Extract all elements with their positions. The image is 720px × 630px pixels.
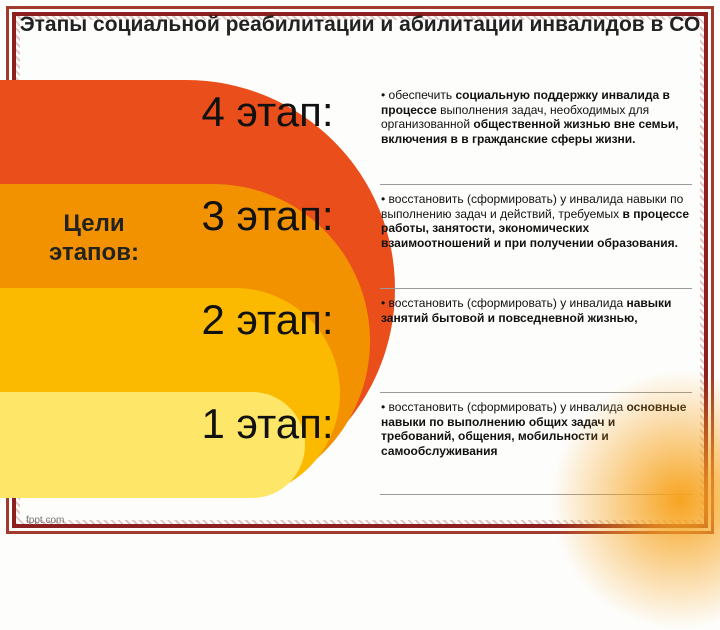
stage-label: 1 этап: — [160, 400, 375, 448]
stage-description: • восстановить (сформировать) у инвалида… — [375, 400, 692, 459]
footer-credit: fppt.com — [26, 515, 64, 526]
row-divider — [380, 288, 692, 289]
stage-description: • восстановить (сформировать) у инвалида… — [375, 296, 692, 325]
stage-row: 1 этап:• восстановить (сформировать) у и… — [160, 400, 692, 459]
side-label: Цели этапов: — [24, 210, 164, 268]
row-divider — [380, 494, 692, 495]
stage-label: 2 этап: — [160, 296, 375, 344]
row-divider — [380, 392, 692, 393]
stage-description: • восстановить (сформировать) у инвалида… — [375, 192, 692, 251]
stage-row: 3 этап:• восстановить (сформировать) у и… — [160, 192, 692, 251]
stage-label: 3 этап: — [160, 192, 375, 240]
slide-title: Этапы социальной реабилитации и абилитац… — [0, 12, 720, 38]
stage-label: 4 этап: — [160, 88, 375, 136]
row-divider — [380, 184, 692, 185]
stage-row: 2 этап:• восстановить (сформировать) у и… — [160, 296, 692, 344]
stage-row: 4 этап:• обеспечить социальную поддержку… — [160, 88, 692, 147]
stage-description: • обеспечить социальную поддержку инвали… — [375, 88, 692, 147]
